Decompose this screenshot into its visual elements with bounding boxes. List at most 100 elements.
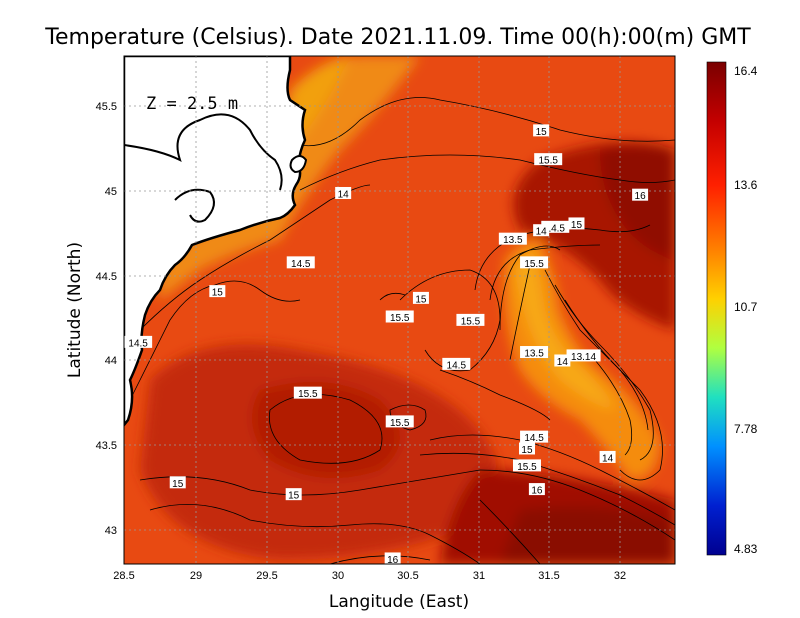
x-tick-label: 32 bbox=[614, 570, 626, 582]
contour-label-box bbox=[209, 285, 226, 298]
contour-label-text: 14.5 bbox=[291, 259, 311, 270]
contour-label-box bbox=[632, 188, 649, 201]
contour-label: 14.5 bbox=[442, 357, 471, 371]
colorbar-tick-label: 13.6 bbox=[734, 178, 758, 192]
contour-label: 15 bbox=[568, 217, 585, 231]
contour-label-box bbox=[533, 124, 550, 137]
delta-island bbox=[289, 155, 308, 174]
contour-label: 14.5 bbox=[286, 256, 315, 270]
contour-label-box bbox=[293, 386, 322, 399]
x-tick-label: 28.5 bbox=[113, 570, 134, 582]
contour-label: 15.5 bbox=[456, 313, 485, 327]
contour-label: 14 bbox=[599, 450, 616, 464]
contour-label-text: 14.5 bbox=[447, 360, 467, 371]
contour-label-text: 14 bbox=[557, 357, 569, 368]
contour-label: 14 bbox=[335, 186, 352, 200]
contour-label-box bbox=[498, 232, 527, 245]
contour-label-text: 15 bbox=[415, 294, 427, 305]
x-tick-label: 30 bbox=[332, 570, 344, 582]
contour-label-text: 15 bbox=[536, 127, 548, 138]
contour-label: 15.5 bbox=[385, 310, 414, 324]
contour-label-text: 14.5 bbox=[128, 338, 148, 349]
contour-label-box bbox=[385, 415, 414, 428]
contour-label: 15 bbox=[533, 124, 550, 138]
contour-label: 14 bbox=[533, 224, 550, 238]
contour-label-box bbox=[385, 310, 414, 323]
contour-label-text: 14 bbox=[602, 453, 614, 464]
contour-label-text: 16 bbox=[635, 191, 647, 202]
contour-label: 14.5 bbox=[124, 335, 153, 349]
x-tick-label: 31.5 bbox=[538, 570, 559, 582]
contour-label-text: 13.5 bbox=[524, 349, 544, 360]
contour-label-text: 15 bbox=[172, 479, 184, 490]
contour-label-text: 14 bbox=[536, 227, 548, 238]
contour-label-box bbox=[124, 335, 153, 348]
contour-label-box bbox=[599, 450, 616, 463]
contour-label-text: 15.5 bbox=[390, 313, 410, 324]
contour-label: 13.5 bbox=[520, 346, 549, 360]
contour-label-box bbox=[568, 217, 585, 230]
contour-label-text: 15 bbox=[212, 288, 224, 299]
contour-label-box bbox=[528, 483, 545, 496]
x-tick-label: 29 bbox=[190, 570, 202, 582]
contour-label: 15 bbox=[285, 488, 302, 502]
y-tick-label: 45 bbox=[105, 186, 117, 198]
y-tick-label: 43.5 bbox=[96, 440, 117, 452]
contour-label-text: 14 bbox=[338, 189, 350, 200]
contour-label-box bbox=[533, 224, 550, 237]
contour-label-text: 15 bbox=[521, 445, 533, 456]
x-axis-ticks: 28.5 29 29.5 30 30.5 31 31.5 32 bbox=[113, 570, 626, 582]
contour-label-text: 14.5 bbox=[524, 433, 544, 444]
contour-label-box bbox=[534, 153, 563, 166]
colorbar: 16.4 13.6 10.7 7.78 4.83 bbox=[706, 61, 758, 556]
contour-label: 14 bbox=[554, 354, 571, 368]
contour-label-box bbox=[335, 186, 352, 199]
y-tick-label: 44.5 bbox=[96, 271, 117, 283]
contour-label-text: 13.14 bbox=[571, 352, 596, 363]
contour-label-text: 14.5 bbox=[546, 223, 566, 234]
contour-label: 15 bbox=[169, 476, 186, 490]
contour-label-box bbox=[286, 256, 315, 269]
contour-label-text: 15.5 bbox=[461, 316, 481, 327]
contour-label-box bbox=[442, 357, 471, 370]
map-title: Temperature (Celsius). Date 2021.11.09. … bbox=[44, 25, 751, 50]
x-tick-label: 29.5 bbox=[256, 570, 277, 582]
contour-label-box bbox=[456, 313, 485, 326]
contour-label-box bbox=[169, 476, 186, 489]
contour-label-box bbox=[520, 430, 549, 443]
contour-label: 15 bbox=[518, 442, 535, 456]
contour-label-text: 15.5 bbox=[298, 389, 318, 400]
contour-label-text: 15.5 bbox=[390, 418, 410, 429]
contour-label-text: 16 bbox=[387, 555, 399, 566]
contour-label: 15.5 bbox=[293, 386, 322, 400]
contour-label-text: 15.5 bbox=[524, 259, 544, 270]
colorbar-tick-label: 7.78 bbox=[734, 422, 758, 436]
colorbar-scale bbox=[706, 61, 727, 556]
x-tick-label: 30.5 bbox=[397, 570, 418, 582]
contour-label-box bbox=[384, 552, 401, 564]
lagoon-1 bbox=[124, 113, 283, 191]
contour-label: 16 bbox=[384, 552, 401, 566]
contour-label: 16 bbox=[528, 483, 545, 497]
contour-label: 15 bbox=[209, 285, 226, 299]
y-tick-label: 44 bbox=[105, 355, 117, 367]
contour-label-text: 15 bbox=[288, 491, 300, 502]
grid-lines bbox=[124, 56, 675, 564]
contour-label: 13.14 bbox=[566, 349, 601, 363]
y-tick-label: 45.5 bbox=[96, 101, 117, 113]
contour-label-text: 15 bbox=[571, 220, 583, 231]
contour-label-text: 16 bbox=[531, 486, 543, 497]
contour-label-text: 13.5 bbox=[503, 235, 523, 246]
contour-label-box bbox=[520, 346, 549, 359]
contour-label-box bbox=[520, 256, 549, 269]
depth-label: Z = 2.5 m bbox=[146, 94, 238, 114]
y-axis-label: Latitude (North) bbox=[65, 242, 85, 378]
x-axis-label: Langitude (East) bbox=[329, 592, 469, 612]
contour-label-box bbox=[518, 442, 535, 455]
contour-label: 15.5 bbox=[534, 153, 563, 167]
contour-label: 15.5 bbox=[520, 256, 549, 270]
colorbar-tick-label: 4.83 bbox=[734, 542, 758, 556]
